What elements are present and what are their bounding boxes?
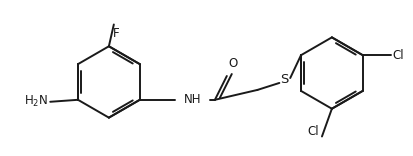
Text: NH: NH [183, 93, 201, 106]
Text: H$_2$N: H$_2$N [24, 94, 48, 109]
Text: O: O [228, 57, 237, 70]
Text: F: F [112, 27, 119, 40]
Text: Cl: Cl [307, 125, 319, 139]
Text: S: S [280, 73, 289, 86]
Text: Cl: Cl [392, 49, 404, 62]
